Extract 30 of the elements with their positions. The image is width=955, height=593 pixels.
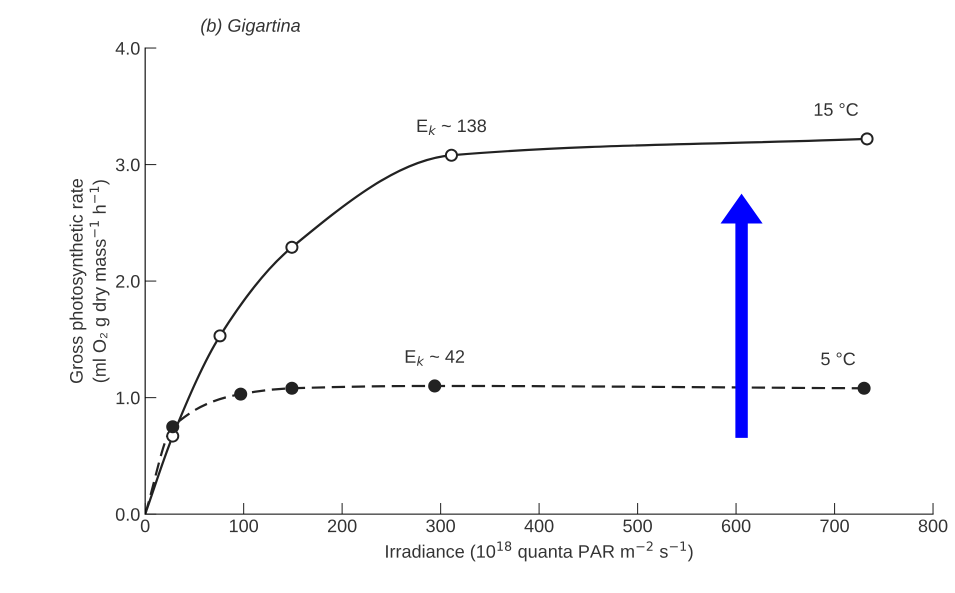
annotation: E$_{k}$ ~ 42 xyxy=(406,350,464,366)
point xyxy=(213,329,227,342)
y-tick-label: 1.0 xyxy=(116,392,140,404)
x-tick-label: 0 xyxy=(140,519,150,532)
x-tick-label: 500 xyxy=(623,519,652,532)
x-tick-label: 300 xyxy=(426,519,455,532)
x-tick-label: 700 xyxy=(820,519,849,532)
series-label: 5 °C xyxy=(821,352,856,366)
x-tick-label: 100 xyxy=(230,519,258,532)
point xyxy=(860,132,874,146)
y-tick-label: 0.0 xyxy=(116,508,140,521)
point xyxy=(444,148,458,162)
point xyxy=(234,388,248,401)
x-tick-label: 400 xyxy=(524,519,554,532)
x-tick-label: 600 xyxy=(722,519,750,532)
y-tick-label: 4.0 xyxy=(116,42,140,55)
y-axis-title: Gross photosynthetic rate (ml O₂ g dry mass$^{−1}$ h$^{−1}$) xyxy=(70,179,110,384)
x-tick-label: 800 xyxy=(918,519,948,532)
point xyxy=(858,382,871,395)
y-tick-label: 2.0 xyxy=(116,275,140,288)
point xyxy=(285,240,298,254)
series-label: 15 °C xyxy=(814,103,858,116)
point xyxy=(285,382,298,395)
x-tick-label: 200 xyxy=(328,519,356,532)
point xyxy=(166,420,180,434)
point xyxy=(428,379,442,392)
annotation: E$_{k}$ ~ 138 xyxy=(418,119,486,135)
x-axis-title: Irradiance (10$^{18}$ quanta PAR m$^{−2}$ s$^{−1}$) xyxy=(386,541,693,562)
y-tick-label: 3.0 xyxy=(116,158,140,172)
chart-title: (b) Gigartina xyxy=(201,18,300,36)
